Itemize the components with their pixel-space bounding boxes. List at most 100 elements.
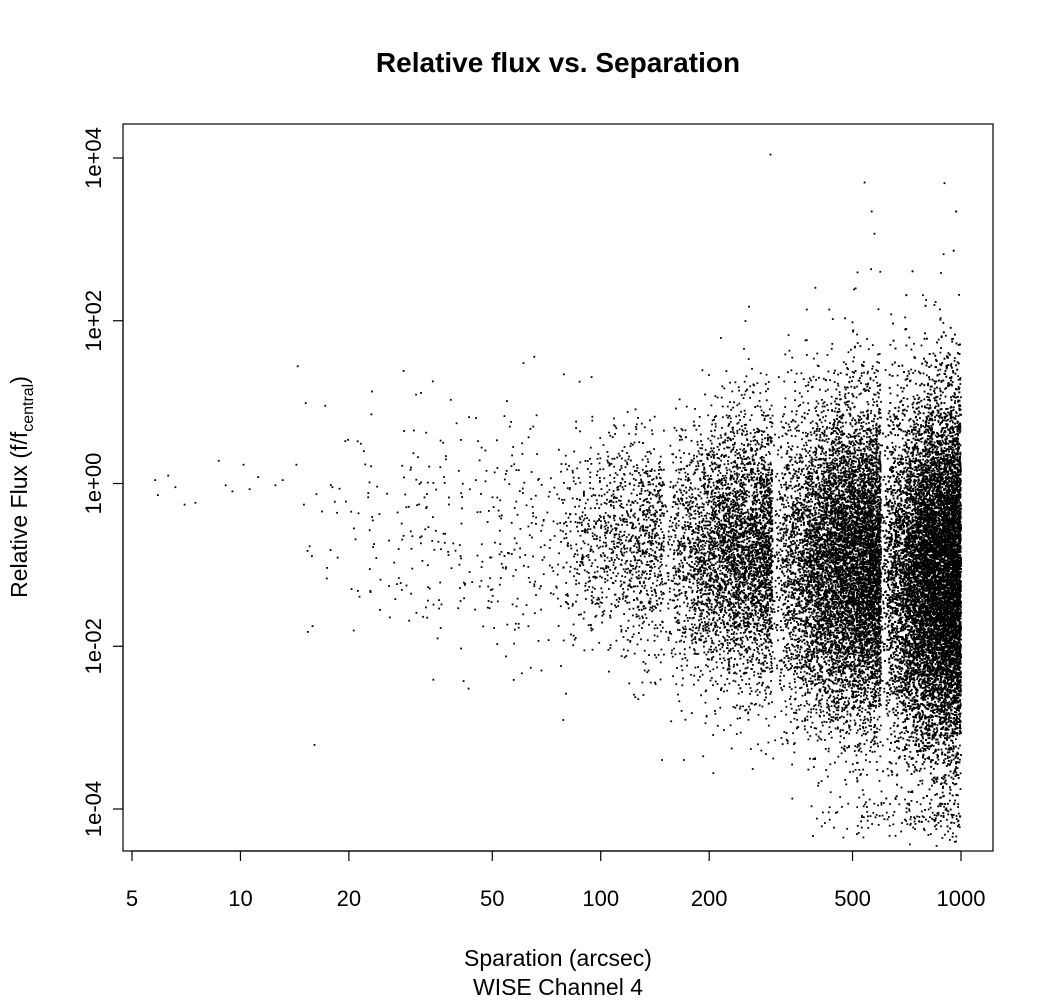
data-point xyxy=(756,628,758,630)
data-point xyxy=(566,525,568,527)
data-point xyxy=(627,585,629,587)
data-point xyxy=(755,444,757,446)
data-point xyxy=(691,514,693,516)
data-point xyxy=(615,472,617,474)
data-point xyxy=(607,527,609,529)
data-point xyxy=(756,489,758,491)
data-point xyxy=(755,590,757,592)
data-point xyxy=(642,623,644,625)
data-point xyxy=(651,537,653,539)
data-point xyxy=(750,537,752,539)
data-point xyxy=(736,499,738,501)
data-point xyxy=(596,499,598,501)
data-point xyxy=(724,497,726,499)
data-point xyxy=(716,630,718,632)
data-point xyxy=(612,436,614,438)
data-point xyxy=(703,617,705,619)
data-point xyxy=(718,510,720,512)
data-point xyxy=(649,512,651,514)
data-point xyxy=(369,529,371,531)
data-point xyxy=(768,565,770,567)
data-point xyxy=(702,369,704,371)
data-point xyxy=(727,483,729,485)
data-point xyxy=(689,579,691,581)
data-point xyxy=(723,532,725,534)
data-point xyxy=(711,589,713,591)
data-point xyxy=(645,607,647,609)
data-point xyxy=(768,443,770,445)
data-point xyxy=(650,548,652,550)
data-point xyxy=(589,580,591,582)
data-point xyxy=(591,420,593,422)
data-point xyxy=(461,523,463,525)
data-point xyxy=(680,503,682,505)
data-point xyxy=(543,557,545,559)
data-point xyxy=(445,458,447,460)
data-point xyxy=(668,639,670,641)
data-point xyxy=(565,582,567,584)
data-point xyxy=(602,611,604,613)
data-point xyxy=(654,591,656,593)
data-point xyxy=(720,434,722,436)
data-point xyxy=(590,624,592,626)
data-point xyxy=(680,640,682,642)
data-point xyxy=(326,578,328,580)
data-point xyxy=(654,416,656,418)
data-point xyxy=(694,518,696,520)
data-point xyxy=(764,525,766,527)
data-point xyxy=(598,453,600,455)
data-point xyxy=(578,582,580,584)
data-point xyxy=(760,750,762,752)
data-point xyxy=(626,519,628,521)
data-point xyxy=(740,732,742,734)
data-point xyxy=(542,559,544,561)
data-point xyxy=(649,451,651,453)
data-point xyxy=(676,550,678,552)
data-point xyxy=(589,482,591,484)
data-point xyxy=(701,515,703,517)
data-point xyxy=(485,480,487,482)
data-point xyxy=(695,465,697,467)
data-point xyxy=(689,513,691,515)
data-point xyxy=(724,565,726,567)
data-point xyxy=(584,507,586,509)
data-point xyxy=(556,587,558,589)
data-point xyxy=(629,572,631,574)
data-point xyxy=(640,534,642,536)
data-point xyxy=(717,578,719,580)
data-point xyxy=(623,555,625,557)
data-point xyxy=(726,533,728,535)
data-point xyxy=(411,548,413,550)
data-point xyxy=(607,491,609,493)
data-point xyxy=(688,489,690,491)
data-point xyxy=(744,584,746,586)
data-point xyxy=(732,429,734,431)
data-point xyxy=(644,426,646,428)
data-point xyxy=(369,568,371,570)
data-point xyxy=(644,670,646,672)
data-point xyxy=(722,561,724,563)
data-point xyxy=(771,645,773,647)
data-point xyxy=(364,464,366,466)
data-point xyxy=(282,479,284,481)
data-point xyxy=(579,522,581,524)
data-point xyxy=(765,622,767,624)
data-point xyxy=(763,457,765,459)
data-point xyxy=(353,630,355,632)
data-point xyxy=(316,493,318,495)
data-point xyxy=(763,513,765,515)
data-point xyxy=(643,519,645,521)
data-point xyxy=(468,416,470,418)
data-point xyxy=(612,552,614,554)
data-point xyxy=(742,613,744,615)
data-point xyxy=(714,511,716,513)
data-point xyxy=(740,581,742,583)
data-point xyxy=(614,547,616,549)
data-point xyxy=(743,467,745,469)
data-point xyxy=(741,521,743,523)
data-point xyxy=(739,419,741,421)
data-point xyxy=(712,469,714,471)
data-point xyxy=(614,433,616,435)
data-point xyxy=(727,486,729,488)
data-point xyxy=(713,485,715,487)
